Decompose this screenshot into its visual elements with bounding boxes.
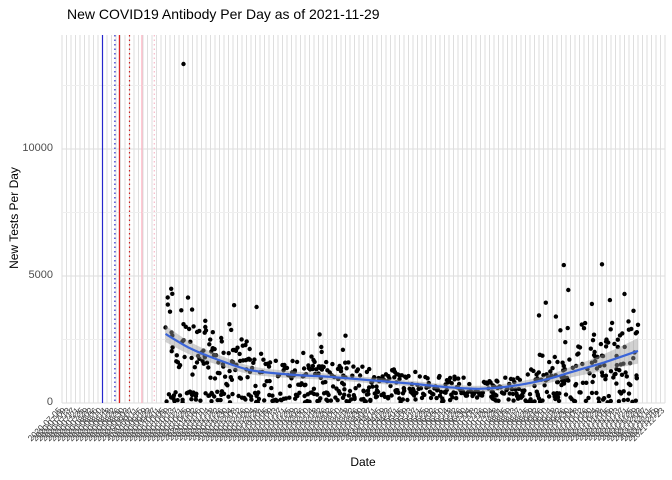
smooth-trend-line — [164, 332, 639, 390]
y-gridlines — [62, 85, 665, 404]
y-tick-label: 0 — [46, 396, 53, 408]
y-tick-label: 5000 — [28, 269, 53, 281]
reference-vlines — [101, 35, 155, 403]
x-tick-labels: 2020-07-052020-07-092020-07-132020-07-17… — [26, 405, 667, 443]
y-axis-tick-labels: 0 5000 10000 — [0, 0, 57, 480]
scatter-points — [163, 61, 641, 403]
y-tick-label: 10000 — [22, 142, 53, 154]
x-gridlines — [61, 35, 666, 403]
plot-svg: 2020-07-052020-07-092020-07-132020-07-17… — [26, 35, 667, 443]
x-axis-title: Date — [350, 455, 376, 469]
chart-title: New COVID19 Antibody Per Day as of 2021-… — [67, 6, 380, 22]
plot-panel: 2020-07-05 2020-07-09 2020-07-13 2020-07-17… — [26, 35, 667, 443]
smooth-confidence-band — [165, 325, 638, 392]
